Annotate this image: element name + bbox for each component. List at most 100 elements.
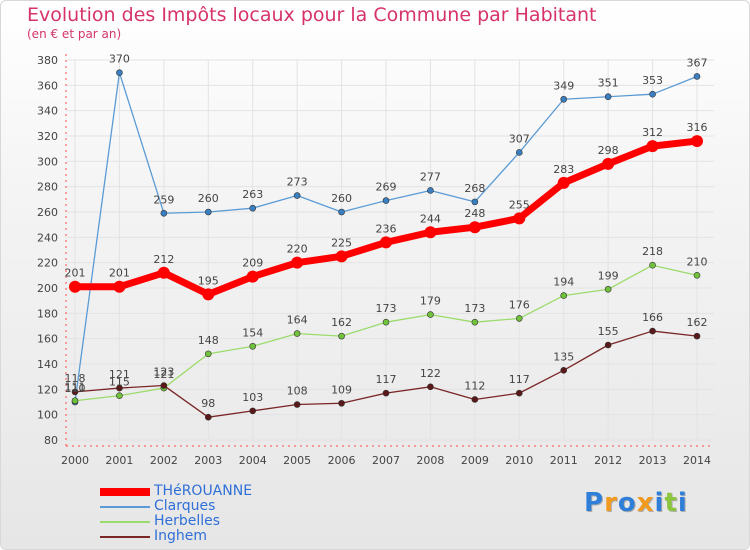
data-label: 121	[153, 368, 174, 381]
y-tick-label: 80	[44, 434, 58, 447]
data-point	[471, 318, 479, 326]
data-label: 316	[687, 121, 708, 134]
legend-swatch	[100, 521, 150, 523]
data-point	[160, 382, 168, 389]
data-label: 255	[509, 198, 530, 211]
legend-item: Herbelles	[100, 513, 340, 529]
x-tick-label: 2008	[416, 454, 444, 467]
data-label: 201	[109, 267, 130, 280]
data-point	[249, 407, 257, 415]
data-label: 176	[509, 298, 530, 311]
data-label: 173	[376, 302, 397, 315]
data-point	[71, 397, 79, 405]
data-label: 273	[287, 176, 308, 189]
data-point	[691, 135, 703, 148]
data-label: 166	[642, 311, 663, 324]
data-label: 164	[287, 314, 308, 327]
data-label: 122	[420, 367, 441, 380]
data-label: 307	[509, 132, 530, 145]
data-point	[604, 341, 612, 349]
data-label: 111	[65, 381, 86, 394]
data-label: 98	[201, 397, 215, 410]
data-label: 179	[420, 295, 441, 308]
data-label: 367	[687, 56, 708, 69]
data-label: 121	[109, 368, 130, 381]
x-tick-label: 2011	[550, 454, 578, 467]
data-point	[427, 383, 434, 391]
data-point	[293, 192, 301, 199]
data-point	[113, 280, 126, 293]
data-label: 370	[109, 53, 130, 66]
x-tick-label: 2006	[328, 454, 356, 467]
x-tick-label: 2009	[461, 454, 489, 467]
data-label: 154	[242, 326, 263, 339]
data-point	[513, 212, 526, 225]
data-point	[604, 285, 612, 293]
data-label: 269	[376, 181, 397, 194]
data-label: 277	[420, 170, 441, 183]
data-point	[427, 187, 434, 194]
data-label: 349	[553, 79, 574, 92]
data-label: 195	[198, 274, 219, 287]
data-label: 117	[376, 373, 397, 386]
data-point	[116, 69, 123, 76]
data-label: 259	[153, 193, 174, 206]
data-label: 225	[331, 236, 352, 249]
data-label: 155	[598, 325, 619, 338]
y-tick-label: 340	[37, 105, 58, 118]
data-point	[382, 389, 390, 397]
legend-swatch	[100, 536, 150, 538]
y-tick-label: 240	[37, 231, 58, 244]
legend-label: Clarques	[154, 498, 216, 514]
data-point	[424, 226, 437, 239]
x-tick-label: 2014	[683, 454, 711, 467]
data-point	[693, 332, 701, 340]
y-tick-label: 220	[37, 257, 58, 270]
legend-label: Inghem	[154, 528, 208, 544]
data-point	[69, 280, 81, 293]
data-label: 162	[687, 316, 708, 329]
data-point	[560, 95, 568, 103]
x-tick-label: 2010	[505, 454, 533, 467]
y-tick-label: 180	[37, 307, 58, 320]
data-label: 173	[464, 302, 485, 315]
data-point	[560, 292, 568, 299]
x-tick-label: 2012	[594, 454, 622, 467]
data-label: 244	[420, 212, 441, 225]
legend: THéROUANNE Clarques Herbelles Inghem	[100, 483, 340, 544]
data-label: 312	[642, 126, 663, 139]
data-label: 194	[553, 276, 574, 289]
y-tick-label: 120	[37, 383, 58, 396]
logo-letter: x	[636, 488, 655, 518]
logo-letter: t	[664, 488, 678, 518]
data-point	[249, 342, 257, 350]
data-point	[380, 236, 392, 249]
data-label: 353	[642, 74, 663, 87]
data-label: 351	[598, 77, 619, 90]
data-label: 123	[153, 366, 174, 379]
data-point	[471, 198, 479, 206]
data-point	[116, 384, 123, 392]
data-label: 268	[464, 182, 485, 195]
data-label: 199	[598, 269, 619, 282]
data-point	[71, 388, 79, 396]
data-point	[204, 350, 212, 358]
data-label: 135	[553, 350, 574, 363]
data-point	[204, 413, 212, 421]
proxiti-logo: Proxiti	[584, 488, 688, 518]
data-label: 148	[198, 334, 219, 347]
data-point	[649, 90, 656, 98]
data-point	[649, 261, 656, 269]
data-point	[646, 140, 659, 153]
x-tick-label: 2013	[639, 454, 667, 467]
legend-item: Inghem	[100, 528, 340, 544]
x-tick-label: 2000	[61, 454, 89, 467]
legend-item: THéROUANNE	[100, 483, 340, 499]
data-label: 263	[242, 188, 263, 201]
data-point	[515, 389, 523, 397]
data-label: 112	[464, 379, 485, 392]
legend-swatch	[100, 506, 150, 508]
data-point	[515, 149, 523, 156]
data-label: 210	[687, 255, 708, 268]
data-label: 110	[65, 382, 86, 395]
